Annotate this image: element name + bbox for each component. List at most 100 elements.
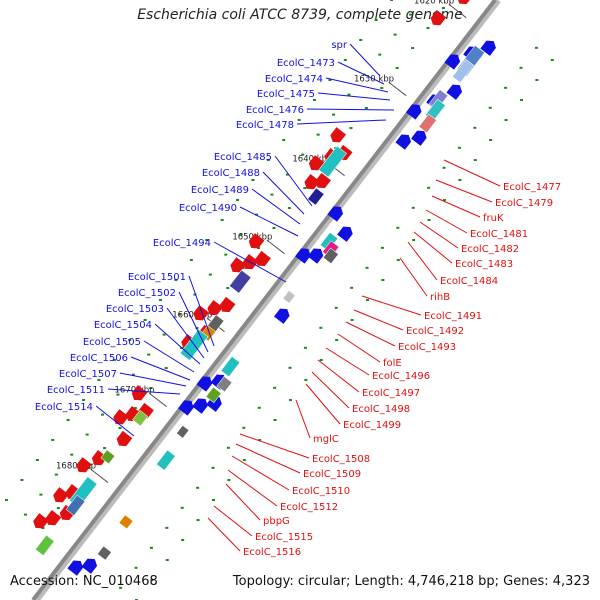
track-dot <box>488 106 492 109</box>
track-dot <box>343 58 347 61</box>
leader-line <box>349 43 381 77</box>
reverse-gene-arrow <box>255 250 271 267</box>
feature-block <box>97 545 112 561</box>
gene-label: pbpG <box>263 516 290 527</box>
track-dot <box>20 478 24 481</box>
leader-line <box>107 388 181 395</box>
gene-label: EcolC_1499 <box>343 420 401 431</box>
leader-line <box>305 383 341 425</box>
gene-label: EcolC_1479 <box>495 198 553 209</box>
reverse-gene-arrow <box>193 305 209 321</box>
leader-line <box>143 340 195 373</box>
track-dot <box>304 379 308 382</box>
track-dot <box>303 187 307 190</box>
track-dot <box>181 539 185 542</box>
leader-line <box>413 231 453 264</box>
leader-line <box>361 295 422 316</box>
leader-line <box>188 275 215 347</box>
leader-line <box>399 257 428 297</box>
tick-mark <box>148 392 168 408</box>
leader-line <box>353 309 404 331</box>
track-dot <box>118 427 122 430</box>
reverse-gene-arrow <box>53 487 69 503</box>
track-dot <box>195 327 199 330</box>
leader-line <box>431 195 481 218</box>
track-dot <box>255 213 259 216</box>
leader-line <box>213 505 253 537</box>
reverse-gene-arrow <box>308 155 325 171</box>
tick-label: 1620 kbp <box>414 0 454 7</box>
track-dot <box>332 113 336 116</box>
leader-line <box>337 61 385 85</box>
forward-gene-arrow <box>444 54 461 70</box>
leader-line <box>235 443 301 474</box>
gene-label: EcolC_1494 <box>153 238 211 249</box>
forward-gene-arrow <box>411 130 427 146</box>
feature-block <box>318 145 347 178</box>
gene-label: fruK <box>483 213 504 224</box>
leader-line <box>227 469 278 507</box>
track-dot <box>319 359 323 362</box>
leader-line <box>296 119 387 125</box>
gene-label: EcolC_1516 <box>243 547 301 558</box>
track-dot <box>335 339 339 342</box>
track-dot <box>24 513 28 516</box>
leader-line <box>207 517 241 552</box>
tick-mark <box>266 239 285 255</box>
leader-line <box>213 241 287 283</box>
gene-label: EcolC_1489 <box>191 185 249 196</box>
track-dot <box>288 399 292 402</box>
gene-label: EcolC_1493 <box>398 342 456 353</box>
track-dot <box>257 247 261 250</box>
track-dot <box>319 326 323 329</box>
feature-block <box>205 386 222 404</box>
track-dot <box>504 119 508 122</box>
forward-gene-arrow <box>337 226 353 242</box>
forward-gene-arrow <box>446 84 463 100</box>
reverse-gene-arrow <box>242 254 259 270</box>
track-dot <box>519 99 523 102</box>
gene-label: EcolC_1504 <box>94 320 152 331</box>
gene-label: EcolC_1488 <box>202 168 260 179</box>
gene-label: mglC <box>313 434 339 445</box>
track-dot <box>97 378 101 381</box>
track-dot <box>103 447 107 450</box>
forward-gene-arrow <box>295 248 311 264</box>
track-dot <box>374 18 378 21</box>
track-dot <box>211 499 215 502</box>
gene-label: EcolC_1515 <box>255 532 313 543</box>
feature-block <box>229 269 252 294</box>
track-dot <box>411 47 415 50</box>
track-dot <box>328 78 332 81</box>
backbone-shadow <box>33 0 501 600</box>
forward-gene-arrow <box>273 308 290 324</box>
topology-text: Topology: circular; Length: 4,746,218 bp… <box>232 574 590 589</box>
feature-block <box>118 514 134 530</box>
gene-label: EcolC_1474 <box>265 74 323 85</box>
accession-text: Accession: NC_010468 <box>10 574 158 589</box>
track-dot <box>316 133 320 136</box>
track-dot <box>224 253 228 256</box>
tick-mark <box>388 81 407 97</box>
gene-label: EcolC_1509 <box>303 469 361 480</box>
track-dot <box>208 273 212 276</box>
reverse-gene-arrow <box>304 174 321 190</box>
track-dot <box>242 459 246 462</box>
leader-line <box>239 433 310 459</box>
leader-line <box>419 221 459 249</box>
track-dot <box>149 546 153 549</box>
feature-block <box>100 449 116 465</box>
track-dot <box>411 206 415 209</box>
track-dot <box>35 458 39 461</box>
reverse-gene-arrow <box>116 430 133 447</box>
gene-label: EcolC_1512 <box>280 502 338 513</box>
gene-label: EcolC_1506 <box>70 353 128 364</box>
track-dot <box>51 438 55 441</box>
track-dot <box>365 299 369 302</box>
leader-line <box>325 77 389 93</box>
track-dot <box>85 433 89 436</box>
track-dot <box>227 479 231 482</box>
track-dot <box>162 333 166 336</box>
track-dot <box>143 318 147 321</box>
